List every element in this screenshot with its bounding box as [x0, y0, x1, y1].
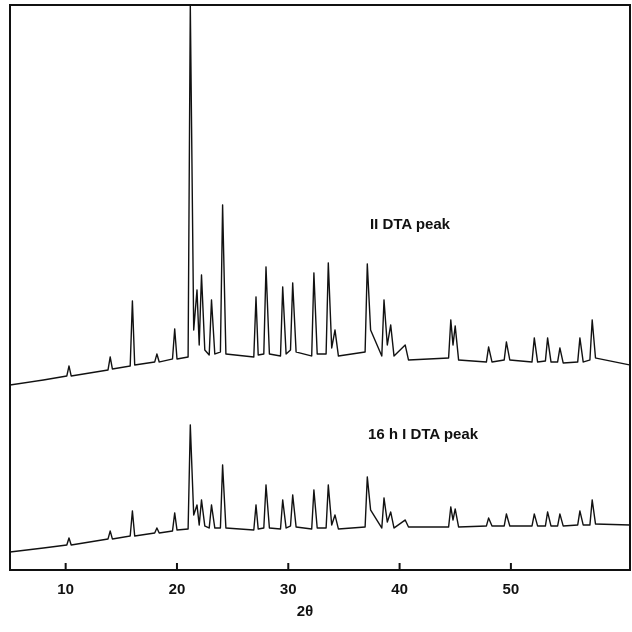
- xrd-trace: [9, 424, 631, 553]
- series-label: 16 h I DTA peak: [368, 426, 479, 443]
- xrd-trace: [9, 4, 631, 386]
- x-tick-label: 20: [169, 581, 186, 598]
- plot-frame: [9, 4, 631, 571]
- x-tick-label: 30: [280, 581, 297, 598]
- x-axis-label: 2θ: [297, 603, 313, 620]
- x-tick-label: 40: [391, 581, 408, 598]
- x-tick-label: 50: [503, 581, 520, 598]
- series-label: II DTA peak: [370, 216, 451, 233]
- x-tick-label: 10: [57, 581, 74, 598]
